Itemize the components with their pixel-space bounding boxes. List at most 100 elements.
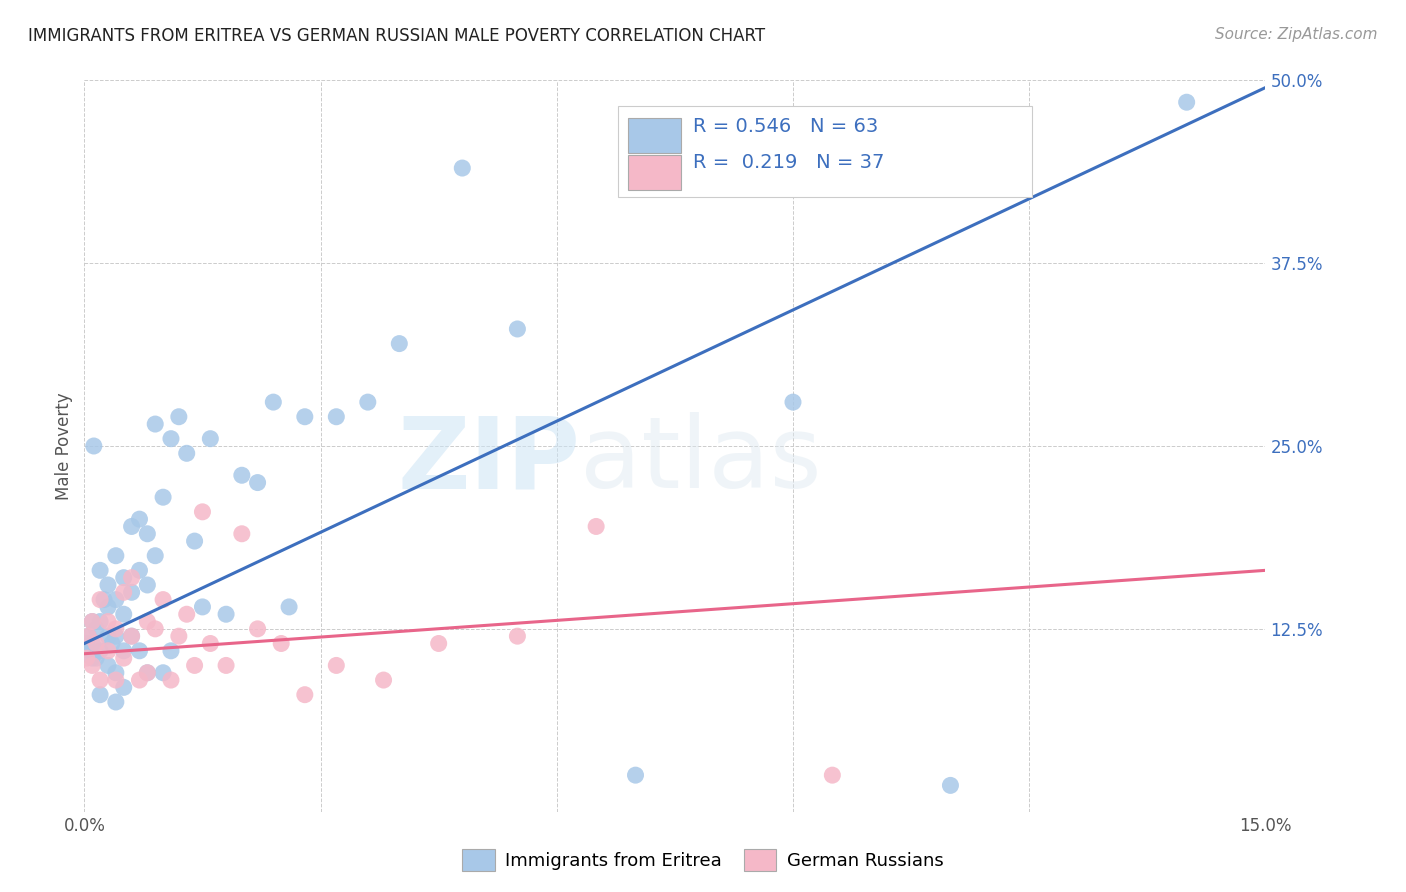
Point xyxy=(231,526,253,541)
Point xyxy=(136,665,159,680)
Point xyxy=(191,505,214,519)
FancyBboxPatch shape xyxy=(627,119,681,153)
Point xyxy=(939,778,962,792)
Point xyxy=(104,665,127,680)
Point xyxy=(136,615,159,629)
Point xyxy=(89,673,111,687)
Point xyxy=(183,534,205,549)
Point xyxy=(167,629,190,643)
Point xyxy=(82,615,104,629)
Point xyxy=(143,622,166,636)
Point xyxy=(388,336,411,351)
Point xyxy=(97,629,120,643)
Point xyxy=(77,629,100,643)
Point xyxy=(82,615,104,629)
Point xyxy=(89,563,111,577)
Point xyxy=(89,615,111,629)
Point xyxy=(176,446,198,460)
Point xyxy=(121,519,143,533)
Point xyxy=(373,673,395,687)
Point xyxy=(121,629,143,643)
Point xyxy=(84,622,107,636)
Text: Source: ZipAtlas.com: Source: ZipAtlas.com xyxy=(1215,27,1378,42)
Y-axis label: Male Poverty: Male Poverty xyxy=(55,392,73,500)
Point xyxy=(128,512,150,526)
Point xyxy=(152,592,174,607)
Point xyxy=(294,688,316,702)
Point xyxy=(82,658,104,673)
Point xyxy=(325,658,347,673)
Point xyxy=(101,636,124,650)
Point xyxy=(89,592,111,607)
Point xyxy=(585,519,607,533)
Point xyxy=(215,658,238,673)
Point xyxy=(215,607,238,622)
Point xyxy=(160,673,183,687)
Point xyxy=(112,607,135,622)
Point xyxy=(76,651,98,665)
Point xyxy=(176,607,198,622)
Point xyxy=(506,629,529,643)
Point xyxy=(121,629,143,643)
Point xyxy=(246,622,269,636)
Legend: Immigrants from Eritrea, German Russians: Immigrants from Eritrea, German Russians xyxy=(456,842,950,879)
Point xyxy=(89,688,111,702)
Point xyxy=(97,658,120,673)
Text: R =  0.219   N = 37: R = 0.219 N = 37 xyxy=(693,153,884,172)
Point xyxy=(79,644,101,658)
Point xyxy=(104,592,127,607)
Point xyxy=(160,432,183,446)
Point xyxy=(1175,95,1198,110)
Point xyxy=(112,585,135,599)
Point xyxy=(77,629,100,643)
FancyBboxPatch shape xyxy=(619,106,1032,197)
Point xyxy=(821,768,844,782)
Point xyxy=(84,636,107,650)
Point xyxy=(325,409,347,424)
Point xyxy=(270,636,292,650)
Point xyxy=(112,681,135,695)
Point xyxy=(84,651,107,665)
Point xyxy=(93,592,115,607)
Point xyxy=(104,622,127,636)
Point xyxy=(167,409,190,424)
Point xyxy=(83,439,105,453)
Point xyxy=(152,665,174,680)
Point xyxy=(112,644,135,658)
Point xyxy=(104,673,127,687)
Point xyxy=(200,432,222,446)
Point xyxy=(136,526,159,541)
Point xyxy=(246,475,269,490)
Point xyxy=(97,615,120,629)
Point xyxy=(128,644,150,658)
Point xyxy=(782,395,804,409)
Point xyxy=(128,673,150,687)
Point xyxy=(160,644,183,658)
Point xyxy=(89,644,111,658)
Point xyxy=(76,636,98,650)
Point xyxy=(104,549,127,563)
Point xyxy=(357,395,380,409)
Point xyxy=(262,395,284,409)
FancyBboxPatch shape xyxy=(627,155,681,190)
Point xyxy=(143,417,166,431)
Text: ZIP: ZIP xyxy=(398,412,581,509)
Point xyxy=(97,578,120,592)
Point xyxy=(82,636,104,650)
Point xyxy=(183,658,205,673)
Point xyxy=(104,695,127,709)
Text: IMMIGRANTS FROM ERITREA VS GERMAN RUSSIAN MALE POVERTY CORRELATION CHART: IMMIGRANTS FROM ERITREA VS GERMAN RUSSIA… xyxy=(28,27,765,45)
Text: R = 0.546   N = 63: R = 0.546 N = 63 xyxy=(693,117,877,136)
Point xyxy=(143,549,166,563)
Point xyxy=(506,322,529,336)
Point xyxy=(200,636,222,650)
Point xyxy=(427,636,450,650)
Point xyxy=(231,468,253,483)
Point xyxy=(97,599,120,614)
Point xyxy=(136,578,159,592)
Point xyxy=(112,651,135,665)
Point xyxy=(97,644,120,658)
Point xyxy=(121,585,143,599)
Point xyxy=(121,571,143,585)
Point xyxy=(136,665,159,680)
